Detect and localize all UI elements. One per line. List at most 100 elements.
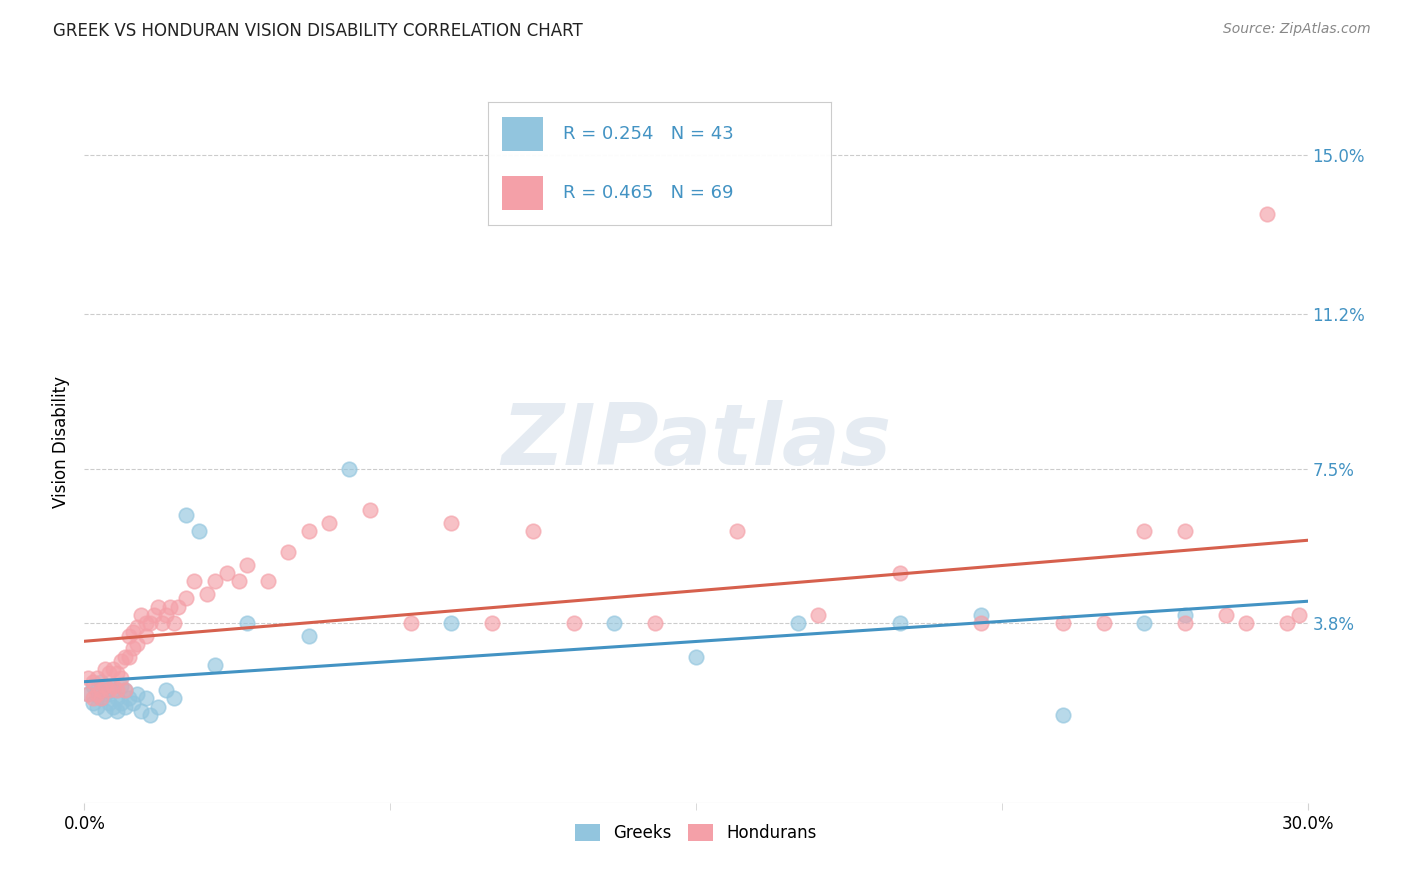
Point [787, 616, 810, 631]
Point [1092, 616, 1115, 631]
Point [318, 516, 340, 530]
Point [236, 558, 259, 572]
Point [114, 699, 136, 714]
Point [114, 649, 136, 664]
Point [86, 687, 108, 701]
Point [142, 607, 165, 622]
Point [101, 699, 124, 714]
Point [146, 699, 169, 714]
Point [82, 691, 104, 706]
Point [150, 616, 173, 631]
Point [440, 516, 463, 530]
Text: Source: ZipAtlas.com: Source: ZipAtlas.com [1223, 22, 1371, 37]
Point [889, 616, 911, 631]
Point [101, 683, 124, 698]
Point [77, 671, 100, 685]
Text: ZIPatlas: ZIPatlas [501, 400, 891, 483]
Point [359, 503, 381, 517]
Legend: Greeks, Hondurans: Greeks, Hondurans [568, 817, 824, 848]
Point [114, 683, 136, 698]
Point [889, 566, 911, 580]
Point [1174, 607, 1197, 622]
Point [1236, 616, 1258, 631]
Point [1174, 524, 1197, 539]
Point [86, 683, 108, 698]
Point [146, 599, 169, 614]
Point [127, 620, 149, 634]
Point [603, 616, 626, 631]
Point [86, 671, 108, 685]
Point [122, 696, 145, 710]
Point [298, 524, 321, 539]
Point [105, 683, 128, 698]
Point [127, 637, 149, 651]
Point [155, 607, 177, 622]
Point [562, 616, 585, 631]
Point [77, 687, 100, 701]
Point [110, 671, 132, 685]
Point [217, 566, 239, 580]
Point [183, 574, 205, 589]
Point [1277, 616, 1299, 631]
Point [90, 683, 112, 698]
Point [685, 649, 707, 664]
Point [90, 674, 112, 689]
Point [77, 687, 100, 701]
Point [90, 691, 112, 706]
Point [725, 524, 748, 539]
Point [1052, 616, 1074, 631]
Point [114, 683, 136, 698]
Point [195, 587, 218, 601]
Point [105, 691, 128, 706]
Point [118, 629, 141, 643]
Point [970, 607, 993, 622]
Point [86, 699, 108, 714]
Point [1215, 607, 1237, 622]
Point [277, 545, 299, 559]
Point [101, 662, 124, 676]
Point [135, 691, 157, 706]
Point [135, 616, 157, 631]
Point [138, 616, 160, 631]
Point [97, 683, 120, 698]
Point [204, 574, 226, 589]
Y-axis label: Vision Disability: Vision Disability [52, 376, 70, 508]
Point [131, 607, 153, 622]
Point [298, 629, 321, 643]
Point [257, 574, 280, 589]
Point [97, 696, 120, 710]
Point [339, 461, 361, 475]
Point [93, 662, 115, 676]
Point [110, 696, 132, 710]
Point [174, 508, 197, 522]
Point [127, 687, 149, 701]
Point [135, 629, 157, 643]
Point [163, 691, 186, 706]
Point [163, 616, 186, 631]
Point [1133, 616, 1156, 631]
Point [105, 704, 128, 718]
Point [110, 654, 132, 668]
Point [118, 691, 141, 706]
Point [122, 624, 145, 639]
Point [105, 666, 128, 681]
Point [93, 704, 115, 718]
Point [155, 683, 177, 698]
Point [970, 616, 993, 631]
Text: GREEK VS HONDURAN VISION DISABILITY CORRELATION CHART: GREEK VS HONDURAN VISION DISABILITY CORR… [53, 22, 583, 40]
Point [1174, 616, 1197, 631]
Point [118, 649, 141, 664]
Point [187, 524, 209, 539]
Point [97, 679, 120, 693]
Point [131, 704, 153, 718]
Point [1133, 524, 1156, 539]
Point [399, 616, 422, 631]
Point [204, 657, 226, 672]
Point [93, 687, 115, 701]
Point [236, 616, 259, 631]
Point [1256, 207, 1278, 221]
Point [82, 696, 104, 710]
Point [101, 679, 124, 693]
Point [1052, 708, 1074, 723]
Point [138, 708, 160, 723]
